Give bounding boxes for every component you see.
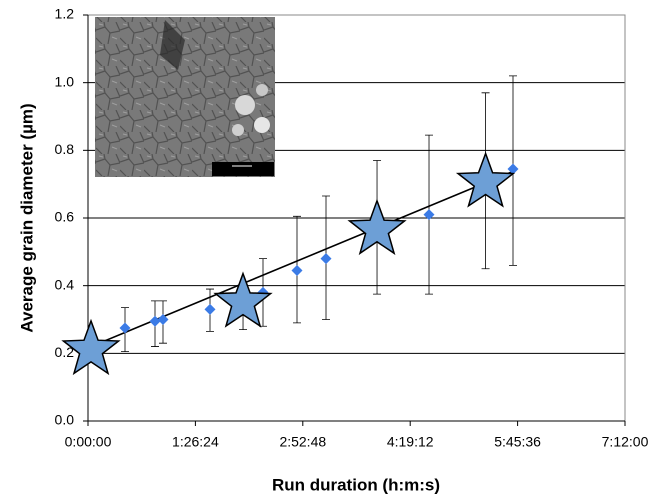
diamond-marker (119, 322, 131, 334)
y-tick-label: 0.8 (55, 141, 75, 157)
x-axis-title: Run duration (h:m:s) (272, 475, 440, 494)
x-tick-label: 5:45:36 (494, 434, 541, 450)
diamond-marker (320, 253, 332, 265)
y-axis-title: Average grain diameter (µm) (17, 103, 36, 332)
y-tick-label: 0.4 (55, 276, 75, 292)
star-marker (455, 151, 516, 208)
star-marker (347, 198, 407, 256)
diamond-marker (423, 209, 435, 221)
x-tick-label: 2:52:48 (279, 434, 326, 450)
x-tick-label: 1:26:24 (172, 434, 219, 450)
sem-image (95, 17, 275, 177)
x-tick-label: 4:19:12 (387, 434, 434, 450)
y-tick-label: 1.2 (55, 6, 75, 22)
y-tick-label: 1.0 (55, 73, 75, 89)
y-tick-label: 0.2 (55, 344, 75, 360)
diamond-marker (157, 314, 169, 325)
diamond-marker (291, 264, 303, 276)
y-tick-label: 0.0 (55, 412, 75, 428)
diamond-marker (204, 303, 216, 315)
star-marker (213, 271, 273, 328)
diamond-marker (507, 163, 519, 175)
star-marker (61, 318, 121, 376)
x-tick-label: 0:00:00 (65, 434, 112, 450)
x-tick-label: 7:12:00 (602, 434, 649, 450)
diamond-marker (149, 315, 161, 327)
y-tick-label: 0.6 (55, 209, 75, 225)
